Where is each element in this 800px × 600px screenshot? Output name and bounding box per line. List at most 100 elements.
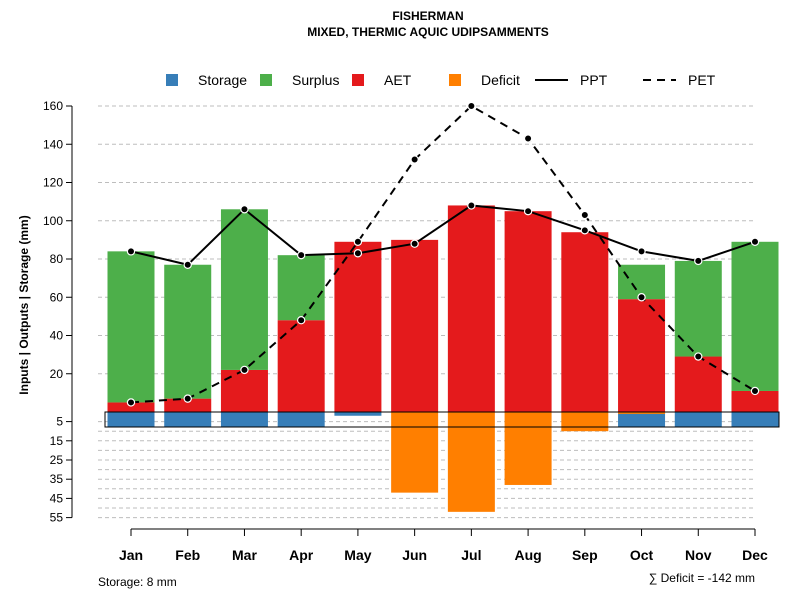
y-tick-label: 25 — [50, 453, 64, 467]
y-tick-label: 140 — [43, 137, 63, 151]
storage-note: Storage: 8 mm — [98, 575, 177, 589]
surplus-bar — [164, 264, 212, 399]
y-tick-label: 55 — [50, 511, 64, 525]
legend-label: Deficit — [481, 72, 520, 88]
chart-subtitle: MIXED, THERMIC AQUIC UDIPSAMMENTS — [307, 25, 549, 39]
y-tick-label: 15 — [50, 434, 64, 448]
ppt-point — [296, 250, 306, 260]
y-tick-label: 40 — [50, 329, 64, 343]
legend: Storage Surplus AET Deficit PPT PET — [166, 72, 716, 88]
legend-swatch-aet — [352, 74, 364, 86]
y-tick-label: 20 — [50, 367, 64, 381]
surplus-bar — [220, 209, 268, 370]
pet-line — [130, 104, 756, 404]
surplus-bar — [277, 255, 325, 321]
storage-bar — [107, 412, 155, 427]
ppt-point — [126, 247, 136, 256]
aet-bar — [674, 356, 722, 412]
legend-label: PET — [688, 72, 716, 88]
aet-bar — [164, 398, 212, 412]
deficit-bar — [391, 412, 439, 493]
aet-bar — [447, 205, 495, 412]
storage-bar — [334, 412, 382, 416]
y-tick-label: 5 — [56, 415, 63, 429]
aet-bar — [107, 402, 155, 412]
legend-swatch-storage — [166, 74, 178, 86]
deficit-bar — [504, 412, 552, 485]
ppt-point — [410, 239, 419, 248]
ppt-point — [183, 260, 192, 269]
y-tick-label: 60 — [50, 290, 64, 304]
y-tick-label: 45 — [50, 491, 64, 505]
axes: 20 40 60 80 100 120 140 160 5 15 25 35 45 55 Jan Feb Mar… — [43, 99, 768, 563]
storage-bar — [618, 412, 666, 427]
surplus-bar — [107, 251, 155, 403]
pet-point — [694, 352, 703, 361]
surplus-bar — [731, 241, 779, 391]
x-tick-label: Jul — [461, 547, 481, 563]
pet-point — [183, 394, 192, 403]
pet-point — [410, 155, 419, 164]
ppt-line — [130, 204, 756, 266]
deficit-bar — [447, 412, 495, 512]
pet-point — [750, 386, 760, 396]
pet-point — [637, 293, 646, 302]
storage-bar — [277, 412, 325, 427]
chart-title: FISHERMAN — [392, 9, 463, 23]
pet-point — [523, 134, 533, 143]
legend-label: Surplus — [292, 72, 339, 88]
x-tick-label: Oct — [630, 547, 654, 563]
x-tick-label: Aug — [514, 547, 541, 563]
aet-bar — [504, 211, 552, 412]
pet-point — [126, 398, 136, 407]
x-tick-label: Sep — [572, 547, 598, 563]
storage-bar — [164, 412, 212, 427]
aet-bar — [391, 239, 439, 412]
deficit-bar — [561, 412, 609, 432]
ppt-point — [750, 237, 760, 246]
pet-point — [296, 316, 306, 325]
surplus-bar — [674, 260, 722, 357]
x-tick-label: Nov — [685, 547, 712, 563]
x-tick-label: Jun — [402, 547, 427, 563]
lines — [126, 101, 760, 407]
bars — [107, 205, 779, 512]
ppt-point — [694, 256, 703, 266]
aet-bar — [561, 232, 609, 412]
y-tick-label: 35 — [50, 472, 64, 486]
deficit-note: ∑ Deficit = -142 mm — [649, 571, 755, 585]
ppt-point — [637, 247, 646, 256]
legend-label: AET — [384, 72, 412, 88]
pet-point — [240, 365, 249, 375]
y-tick-label: 80 — [50, 252, 64, 266]
aet-bar — [277, 320, 325, 412]
ppt-point — [580, 226, 590, 235]
storage-bar — [220, 412, 268, 427]
y-tick-label: 120 — [43, 176, 63, 190]
aet-bar — [618, 299, 666, 412]
x-tick-label: Mar — [232, 547, 257, 563]
x-tick-label: Jan — [119, 547, 143, 563]
legend-label: PPT — [580, 72, 608, 88]
ppt-point — [353, 249, 363, 258]
legend-swatch-deficit — [449, 74, 461, 86]
aet-bar — [220, 369, 268, 412]
pet-point — [467, 101, 476, 111]
pet-point — [353, 237, 363, 246]
y-tick-label: 100 — [43, 214, 63, 228]
y-axis-label: Inputs | Outputs | Storage (mm) — [17, 215, 31, 394]
storage-frame — [104, 411, 780, 428]
y-tick-label: 160 — [43, 99, 63, 113]
aet-bar — [731, 390, 779, 412]
ppt-point — [523, 206, 533, 216]
x-tick-label: Feb — [175, 547, 200, 563]
pet-point — [580, 210, 590, 220]
aet-bar — [334, 241, 382, 412]
storage-bar — [674, 412, 722, 427]
storage-capacity-box — [104, 411, 780, 428]
x-tick-label: May — [344, 547, 371, 563]
x-tick-label: Dec — [742, 547, 768, 563]
storage-bar — [731, 412, 779, 427]
legend-label: Storage — [198, 72, 247, 88]
